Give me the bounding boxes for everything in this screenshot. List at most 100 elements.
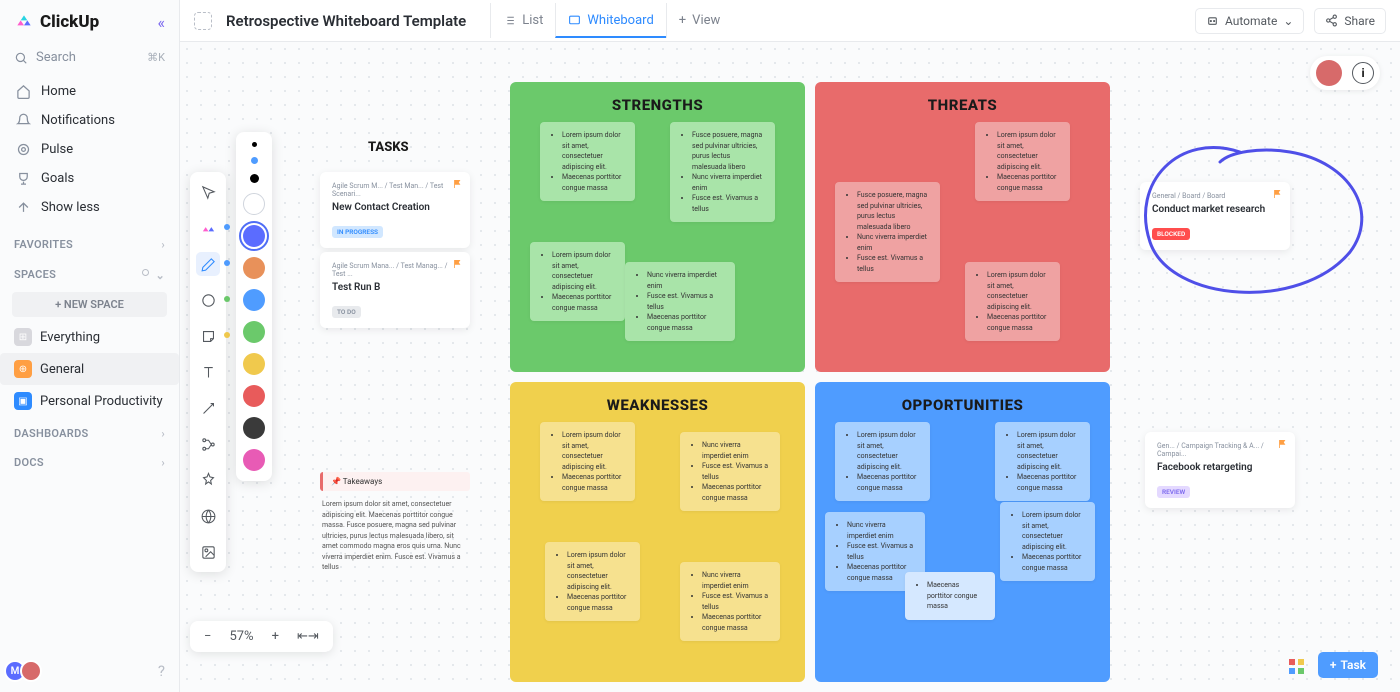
pen-size-medium[interactable] bbox=[251, 157, 258, 164]
tab-label: Whiteboard bbox=[587, 13, 653, 28]
color-pink[interactable] bbox=[243, 449, 265, 471]
takeaways-block[interactable]: 📌 Takeaways Lorem ipsum dolor sit amet, … bbox=[320, 472, 470, 581]
nav-notifications[interactable]: Notifications bbox=[6, 106, 173, 135]
nav-goals[interactable]: Goals bbox=[6, 164, 173, 193]
avatar bbox=[1316, 60, 1342, 86]
space-personal[interactable]: ▣Personal Productivity bbox=[0, 385, 179, 417]
canvas[interactable]: − 57% + ⇤⇥ i TASKS Agile Scrum M... / Te… bbox=[180, 42, 1400, 692]
help-icon[interactable]: ? bbox=[158, 662, 165, 680]
color-yellow[interactable] bbox=[243, 353, 265, 375]
logo[interactable]: ClickUp bbox=[14, 12, 99, 32]
avatar-stack[interactable]: M bbox=[10, 660, 42, 682]
note-item: Fusce est. Vivamus a tellus bbox=[847, 541, 915, 562]
color-dark[interactable] bbox=[243, 417, 265, 439]
main: Retrospective Whiteboard Template List W… bbox=[180, 0, 1400, 692]
pen-size-large[interactable] bbox=[250, 174, 259, 183]
swot-strengths[interactable]: STRENGTHSLorem ipsum dolor sit amet, con… bbox=[510, 82, 805, 372]
space-everything[interactable]: ⊞Everything bbox=[0, 321, 179, 353]
circle-tool[interactable] bbox=[196, 288, 220, 312]
docs-header[interactable]: DOCS› bbox=[0, 446, 179, 475]
color-white[interactable] bbox=[243, 193, 265, 215]
space-icon: ⊕ bbox=[14, 360, 32, 378]
color-palette bbox=[236, 132, 272, 481]
dashboards-header[interactable]: DASHBOARDS› bbox=[0, 417, 179, 446]
sticky-note[interactable]: Maecenas porttitor congue massa bbox=[905, 572, 995, 620]
sticky-note[interactable]: Nunc viverra imperdiet enimFusce est. Vi… bbox=[625, 262, 735, 341]
note-item: Maecenas porttitor congue massa bbox=[702, 612, 770, 633]
sticky-note[interactable]: Lorem ipsum dolor sit amet, consectetuer… bbox=[540, 422, 635, 501]
sticky-note[interactable]: Lorem ipsum dolor sit amet, consectetuer… bbox=[540, 122, 635, 201]
chevron-down-icon: ⌄ bbox=[140, 267, 165, 282]
color-green[interactable] bbox=[243, 321, 265, 343]
new-space-button[interactable]: + NEW SPACE bbox=[12, 292, 167, 317]
nav-home[interactable]: Home bbox=[6, 77, 173, 106]
add-task-button[interactable]: +Task bbox=[1318, 652, 1378, 678]
web-tool[interactable] bbox=[196, 504, 220, 528]
sticky-note[interactable]: Lorem ipsum dolor sit amet, consectetuer… bbox=[530, 242, 625, 321]
grid-icon[interactable] bbox=[1288, 658, 1306, 676]
chevron-right-icon: › bbox=[161, 427, 165, 440]
search-kbd: ⌘K bbox=[147, 51, 165, 64]
note-item: Maecenas porttitor congue massa bbox=[552, 292, 615, 313]
image-tool[interactable] bbox=[196, 540, 220, 564]
add-task-label: Task bbox=[1341, 658, 1367, 672]
info-icon[interactable]: i bbox=[1352, 62, 1374, 84]
collapse-sidebar-icon[interactable]: « bbox=[157, 13, 165, 32]
scribble-annotation[interactable] bbox=[1120, 122, 1380, 322]
favorites-header[interactable]: FAVORITES› bbox=[0, 228, 179, 257]
swot-weaknesses[interactable]: WEAKNESSESLorem ipsum dolor sit amet, co… bbox=[510, 382, 805, 682]
share-icon bbox=[1325, 14, 1338, 27]
sticky-note[interactable]: Nunc viverra imperdiet enimFusce est. Vi… bbox=[680, 562, 780, 641]
connector-tool[interactable] bbox=[196, 396, 220, 420]
note-item: Nunc viverra imperdiet enim bbox=[857, 232, 930, 253]
swot-opportunities[interactable]: OPPORTUNITIESLorem ipsum dolor sit amet,… bbox=[815, 382, 1110, 682]
note-item: Lorem ipsum dolor sit amet, consectetuer… bbox=[857, 430, 920, 472]
swot-threats[interactable]: THREATSFusce posuere, magna sed pulvinar… bbox=[815, 82, 1110, 372]
mind-map-tool[interactable] bbox=[196, 432, 220, 456]
note-item: Fusce posuere, magna sed pulvinar ultric… bbox=[692, 130, 765, 172]
sticky-note[interactable]: Fusce posuere, magna sed pulvinar ultric… bbox=[670, 122, 775, 222]
color-purple[interactable] bbox=[243, 225, 265, 247]
search-input[interactable]: Search ⌘K bbox=[0, 44, 179, 71]
color-orange[interactable] bbox=[243, 257, 265, 279]
sticky-note[interactable]: Nunc viverra imperdiet enimFusce est. Vi… bbox=[680, 432, 780, 511]
tab-whiteboard[interactable]: Whiteboard bbox=[555, 3, 665, 38]
zoom-in-button[interactable]: + bbox=[272, 629, 279, 644]
pen-size-small[interactable] bbox=[252, 142, 257, 147]
sticky-note[interactable]: Lorem ipsum dolor sit amet, consectetuer… bbox=[965, 262, 1060, 341]
task-card[interactable]: Agile Scrum Mana... / Test Manag... / Te… bbox=[320, 252, 470, 328]
status-badge: REVIEW bbox=[1157, 486, 1190, 498]
cursor-tool[interactable] bbox=[196, 180, 220, 204]
tab-add-view[interactable]: +View bbox=[666, 3, 733, 38]
sticky-note[interactable]: Lorem ipsum dolor sit amet, consectetuer… bbox=[545, 542, 640, 621]
share-button[interactable]: Share bbox=[1314, 8, 1386, 34]
sticky-note[interactable]: Lorem ipsum dolor sit amet, consectetuer… bbox=[835, 422, 930, 501]
nav-label: Notifications bbox=[41, 113, 115, 128]
tool-indicator bbox=[224, 224, 230, 230]
presence-avatar[interactable]: i bbox=[1310, 56, 1380, 90]
page-icon[interactable] bbox=[194, 12, 212, 30]
fit-width-button[interactable]: ⇤⇥ bbox=[297, 629, 319, 644]
sticky-tool[interactable] bbox=[196, 324, 220, 348]
space-general[interactable]: ⊕General bbox=[0, 353, 179, 385]
pen-tool[interactable] bbox=[196, 252, 220, 276]
color-red[interactable] bbox=[243, 385, 265, 407]
sticky-note[interactable]: Lorem ipsum dolor sit amet, consectetuer… bbox=[995, 422, 1090, 501]
spaces-header[interactable]: SPACES ⌄ bbox=[0, 257, 179, 288]
text-tool[interactable] bbox=[196, 360, 220, 384]
sticky-note[interactable]: Fusce posuere, magna sed pulvinar ultric… bbox=[835, 182, 940, 282]
nav-pulse[interactable]: Pulse bbox=[6, 135, 173, 164]
tab-list[interactable]: List bbox=[490, 3, 555, 38]
logo-tool[interactable] bbox=[196, 216, 220, 240]
task-card[interactable]: Agile Scrum M... / Test Man... / Test Sc… bbox=[320, 172, 470, 248]
note-item: Lorem ipsum dolor sit amet, consectetuer… bbox=[567, 550, 630, 592]
stars-tool[interactable] bbox=[196, 468, 220, 492]
note-item: Nunc viverra imperdiet enim bbox=[647, 270, 725, 291]
sticky-note[interactable]: Lorem ipsum dolor sit amet, consectetuer… bbox=[975, 122, 1070, 201]
nav-show-less[interactable]: Show less bbox=[6, 193, 173, 222]
zoom-out-button[interactable]: − bbox=[204, 629, 211, 644]
sticky-note[interactable]: Lorem ipsum dolor sit amet, consectetuer… bbox=[1000, 502, 1095, 581]
automate-button[interactable]: Automate⌄ bbox=[1195, 8, 1304, 34]
task-card[interactable]: Gen... / Campaign Tracking & A... / Camp… bbox=[1145, 432, 1295, 508]
color-blue[interactable] bbox=[243, 289, 265, 311]
